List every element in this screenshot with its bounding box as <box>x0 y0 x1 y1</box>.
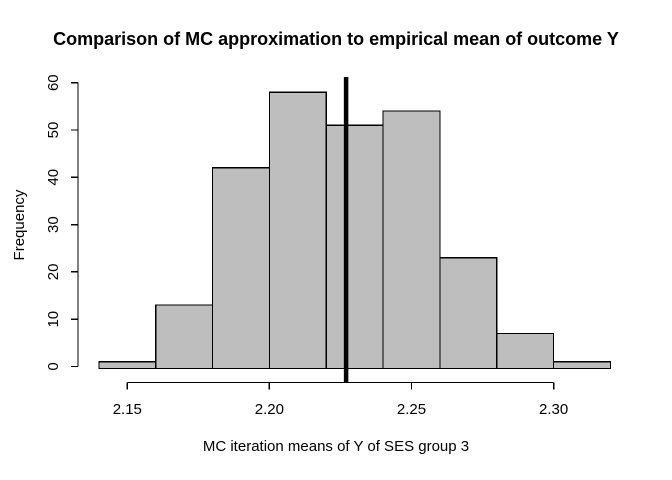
y-tick-label: 30 <box>45 216 62 233</box>
histogram-bar <box>155 304 214 370</box>
histogram-bar <box>552 361 611 370</box>
histogram-bar <box>382 110 441 370</box>
histogram-bar <box>98 361 157 370</box>
histogram-bar <box>212 167 271 370</box>
x-tick-label: 2.15 <box>113 401 142 418</box>
y-tick-label: 0 <box>45 362 62 370</box>
chart-title: Comparison of MC approximation to empiri… <box>53 29 619 49</box>
histogram-bar <box>439 257 498 370</box>
y-tick-label: 20 <box>45 264 62 281</box>
histogram-bar <box>325 124 384 370</box>
histogram-bar <box>268 91 327 370</box>
x-tick-label: 2.20 <box>255 401 284 418</box>
histogram-bar <box>496 332 555 370</box>
x-tick-label: 2.25 <box>397 401 426 418</box>
y-tick-label: 10 <box>45 311 62 328</box>
y-tick-label: 50 <box>45 122 62 139</box>
x-tick-label: 2.30 <box>539 401 568 418</box>
y-tick-label: 40 <box>45 169 62 186</box>
x-axis-label: MC iteration means of Y of SES group 3 <box>202 438 470 455</box>
y-tick-label: 60 <box>45 74 62 91</box>
